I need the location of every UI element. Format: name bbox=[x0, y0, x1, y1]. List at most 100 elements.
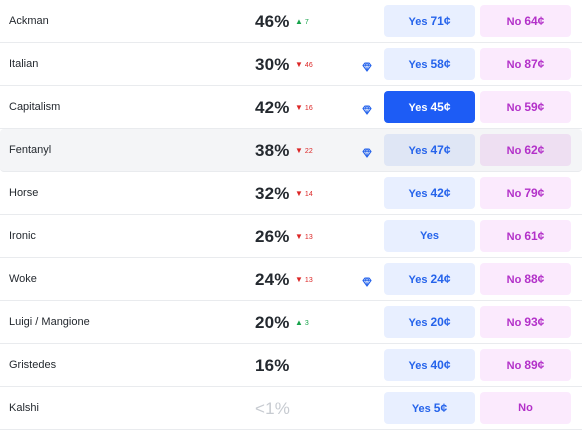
no-label: No bbox=[506, 102, 522, 114]
buy-no-button[interactable]: No bbox=[480, 392, 571, 424]
yes-price: 20¢ bbox=[430, 315, 451, 329]
no-label: No bbox=[506, 145, 522, 157]
buy-yes-button[interactable]: Yes 58¢ bbox=[384, 48, 475, 80]
change-value: 22 bbox=[304, 148, 313, 155]
buy-yes-button[interactable]: Yes 71¢ bbox=[384, 5, 475, 37]
probability-change: ▼ 16 bbox=[295, 86, 313, 130]
yes-label: Yes bbox=[408, 188, 428, 200]
no-price: 79¢ bbox=[524, 186, 545, 200]
no-label: No bbox=[506, 16, 522, 28]
no-price: 88¢ bbox=[524, 272, 545, 286]
no-price: 87¢ bbox=[524, 57, 545, 71]
buy-yes-button[interactable]: Yes bbox=[384, 220, 475, 252]
buy-yes-button[interactable]: Yes 45¢ bbox=[384, 91, 475, 123]
market-probability: 42% bbox=[255, 98, 290, 117]
no-label: No bbox=[506, 59, 522, 71]
change-value: 7 bbox=[304, 19, 309, 26]
yes-price: 47¢ bbox=[430, 143, 451, 157]
yes-label: Yes bbox=[408, 317, 428, 329]
no-price: 62¢ bbox=[524, 143, 545, 157]
market-name: Horse bbox=[9, 187, 39, 199]
market-probability: <1% bbox=[255, 399, 291, 418]
yes-price: 58¢ bbox=[430, 57, 451, 71]
change-value: 3 bbox=[304, 320, 309, 327]
market-probability: 16% bbox=[255, 356, 290, 375]
no-label: No bbox=[506, 231, 522, 243]
buy-no-button[interactable]: No 87¢ bbox=[480, 48, 571, 80]
market-name: Capitalism bbox=[9, 101, 61, 113]
yes-price: 71¢ bbox=[430, 14, 451, 28]
no-label: No bbox=[506, 274, 522, 286]
no-label: No bbox=[506, 360, 522, 372]
market-row: Italian 30% ▼ 46 Yes 58¢ No 87¢ bbox=[0, 43, 582, 86]
diamond-icon bbox=[362, 102, 372, 115]
market-name: Luigi / Mangione bbox=[9, 316, 90, 328]
probability-change: ▼ 14 bbox=[295, 172, 313, 216]
buy-yes-button[interactable]: Yes 20¢ bbox=[384, 306, 475, 338]
market-probability: 20% bbox=[255, 313, 290, 332]
probability-change: ▼ 13 bbox=[295, 258, 313, 302]
buy-no-button[interactable]: No 88¢ bbox=[480, 263, 571, 295]
market-name: Fentanyl bbox=[9, 144, 52, 156]
triangle-up-icon: ▲ bbox=[295, 318, 303, 327]
market-probability: 26% bbox=[255, 227, 290, 246]
triangle-down-icon: ▼ bbox=[295, 60, 303, 69]
change-value: 46 bbox=[304, 62, 313, 69]
market-probability: 38% bbox=[255, 141, 290, 160]
triangle-down-icon: ▼ bbox=[295, 189, 303, 198]
no-price: 64¢ bbox=[524, 14, 545, 28]
buy-yes-button[interactable]: Yes 40¢ bbox=[384, 349, 475, 381]
no-price: 89¢ bbox=[524, 358, 545, 372]
change-value: 16 bbox=[304, 105, 313, 112]
no-price: 93¢ bbox=[524, 315, 545, 329]
market-probability: 46% bbox=[255, 12, 290, 31]
probability-change: ▼ 22 bbox=[295, 129, 313, 173]
yes-label: Yes bbox=[420, 230, 439, 242]
triangle-down-icon: ▼ bbox=[295, 275, 303, 284]
buy-yes-button[interactable]: Yes 24¢ bbox=[384, 263, 475, 295]
yes-price: 24¢ bbox=[430, 272, 451, 286]
triangle-up-icon: ▲ bbox=[295, 17, 303, 26]
market-list: Ackman 46% ▲ 7 Yes 71¢ No 64¢ Italian 30% ▼… bbox=[0, 5, 582, 430]
market-row: Fentanyl 38% ▼ 22 Yes 47¢ No 62¢ bbox=[0, 129, 582, 172]
triangle-down-icon: ▼ bbox=[295, 103, 303, 112]
buy-no-button[interactable]: No 62¢ bbox=[480, 134, 571, 166]
buy-no-button[interactable]: No 59¢ bbox=[480, 91, 571, 123]
diamond-icon bbox=[362, 59, 372, 72]
yes-label: Yes bbox=[411, 403, 431, 415]
no-label: No bbox=[506, 317, 522, 329]
market-name: Woke bbox=[9, 273, 37, 285]
buy-yes-button[interactable]: Yes 42¢ bbox=[384, 177, 475, 209]
yes-price: 42¢ bbox=[430, 186, 451, 200]
yes-label: Yes bbox=[408, 16, 428, 28]
no-price: 59¢ bbox=[524, 100, 545, 114]
market-name: Italian bbox=[9, 58, 39, 70]
market-row: Luigi / Mangione 20% ▲ 3 Yes 20¢ No 93¢ bbox=[0, 301, 582, 344]
probability-change: ▲ 3 bbox=[295, 301, 309, 345]
market-name: Ironic bbox=[9, 230, 36, 242]
market-probability: 24% bbox=[255, 270, 290, 289]
buy-no-button[interactable]: No 64¢ bbox=[480, 5, 571, 37]
market-name: Kalshi bbox=[9, 402, 39, 414]
market-row: Horse 32% ▼ 14 Yes 42¢ No 79¢ bbox=[0, 172, 582, 215]
buy-no-button[interactable]: No 89¢ bbox=[480, 349, 571, 381]
yes-price: 45¢ bbox=[430, 100, 451, 114]
buy-no-button[interactable]: No 93¢ bbox=[480, 306, 571, 338]
no-price: 61¢ bbox=[524, 229, 545, 243]
market-name: Ackman bbox=[9, 15, 49, 27]
market-probability: 32% bbox=[255, 184, 290, 203]
no-label: No bbox=[506, 188, 522, 200]
market-row: Kalshi <1% Yes 5¢ No bbox=[0, 387, 582, 430]
buy-no-button[interactable]: No 61¢ bbox=[480, 220, 571, 252]
market-row: Capitalism 42% ▼ 16 Yes 45¢ No 59¢ bbox=[0, 86, 582, 129]
change-value: 14 bbox=[304, 191, 313, 198]
market-row: Gristedes 16% Yes 40¢ No 89¢ bbox=[0, 344, 582, 387]
diamond-icon bbox=[362, 274, 372, 287]
change-value: 13 bbox=[304, 234, 313, 241]
buy-yes-button[interactable]: Yes 5¢ bbox=[384, 392, 475, 424]
buy-yes-button[interactable]: Yes 47¢ bbox=[384, 134, 475, 166]
change-value: 13 bbox=[304, 277, 313, 284]
buy-no-button[interactable]: No 79¢ bbox=[480, 177, 571, 209]
yes-price: 5¢ bbox=[433, 401, 448, 415]
yes-label: Yes bbox=[408, 145, 428, 157]
